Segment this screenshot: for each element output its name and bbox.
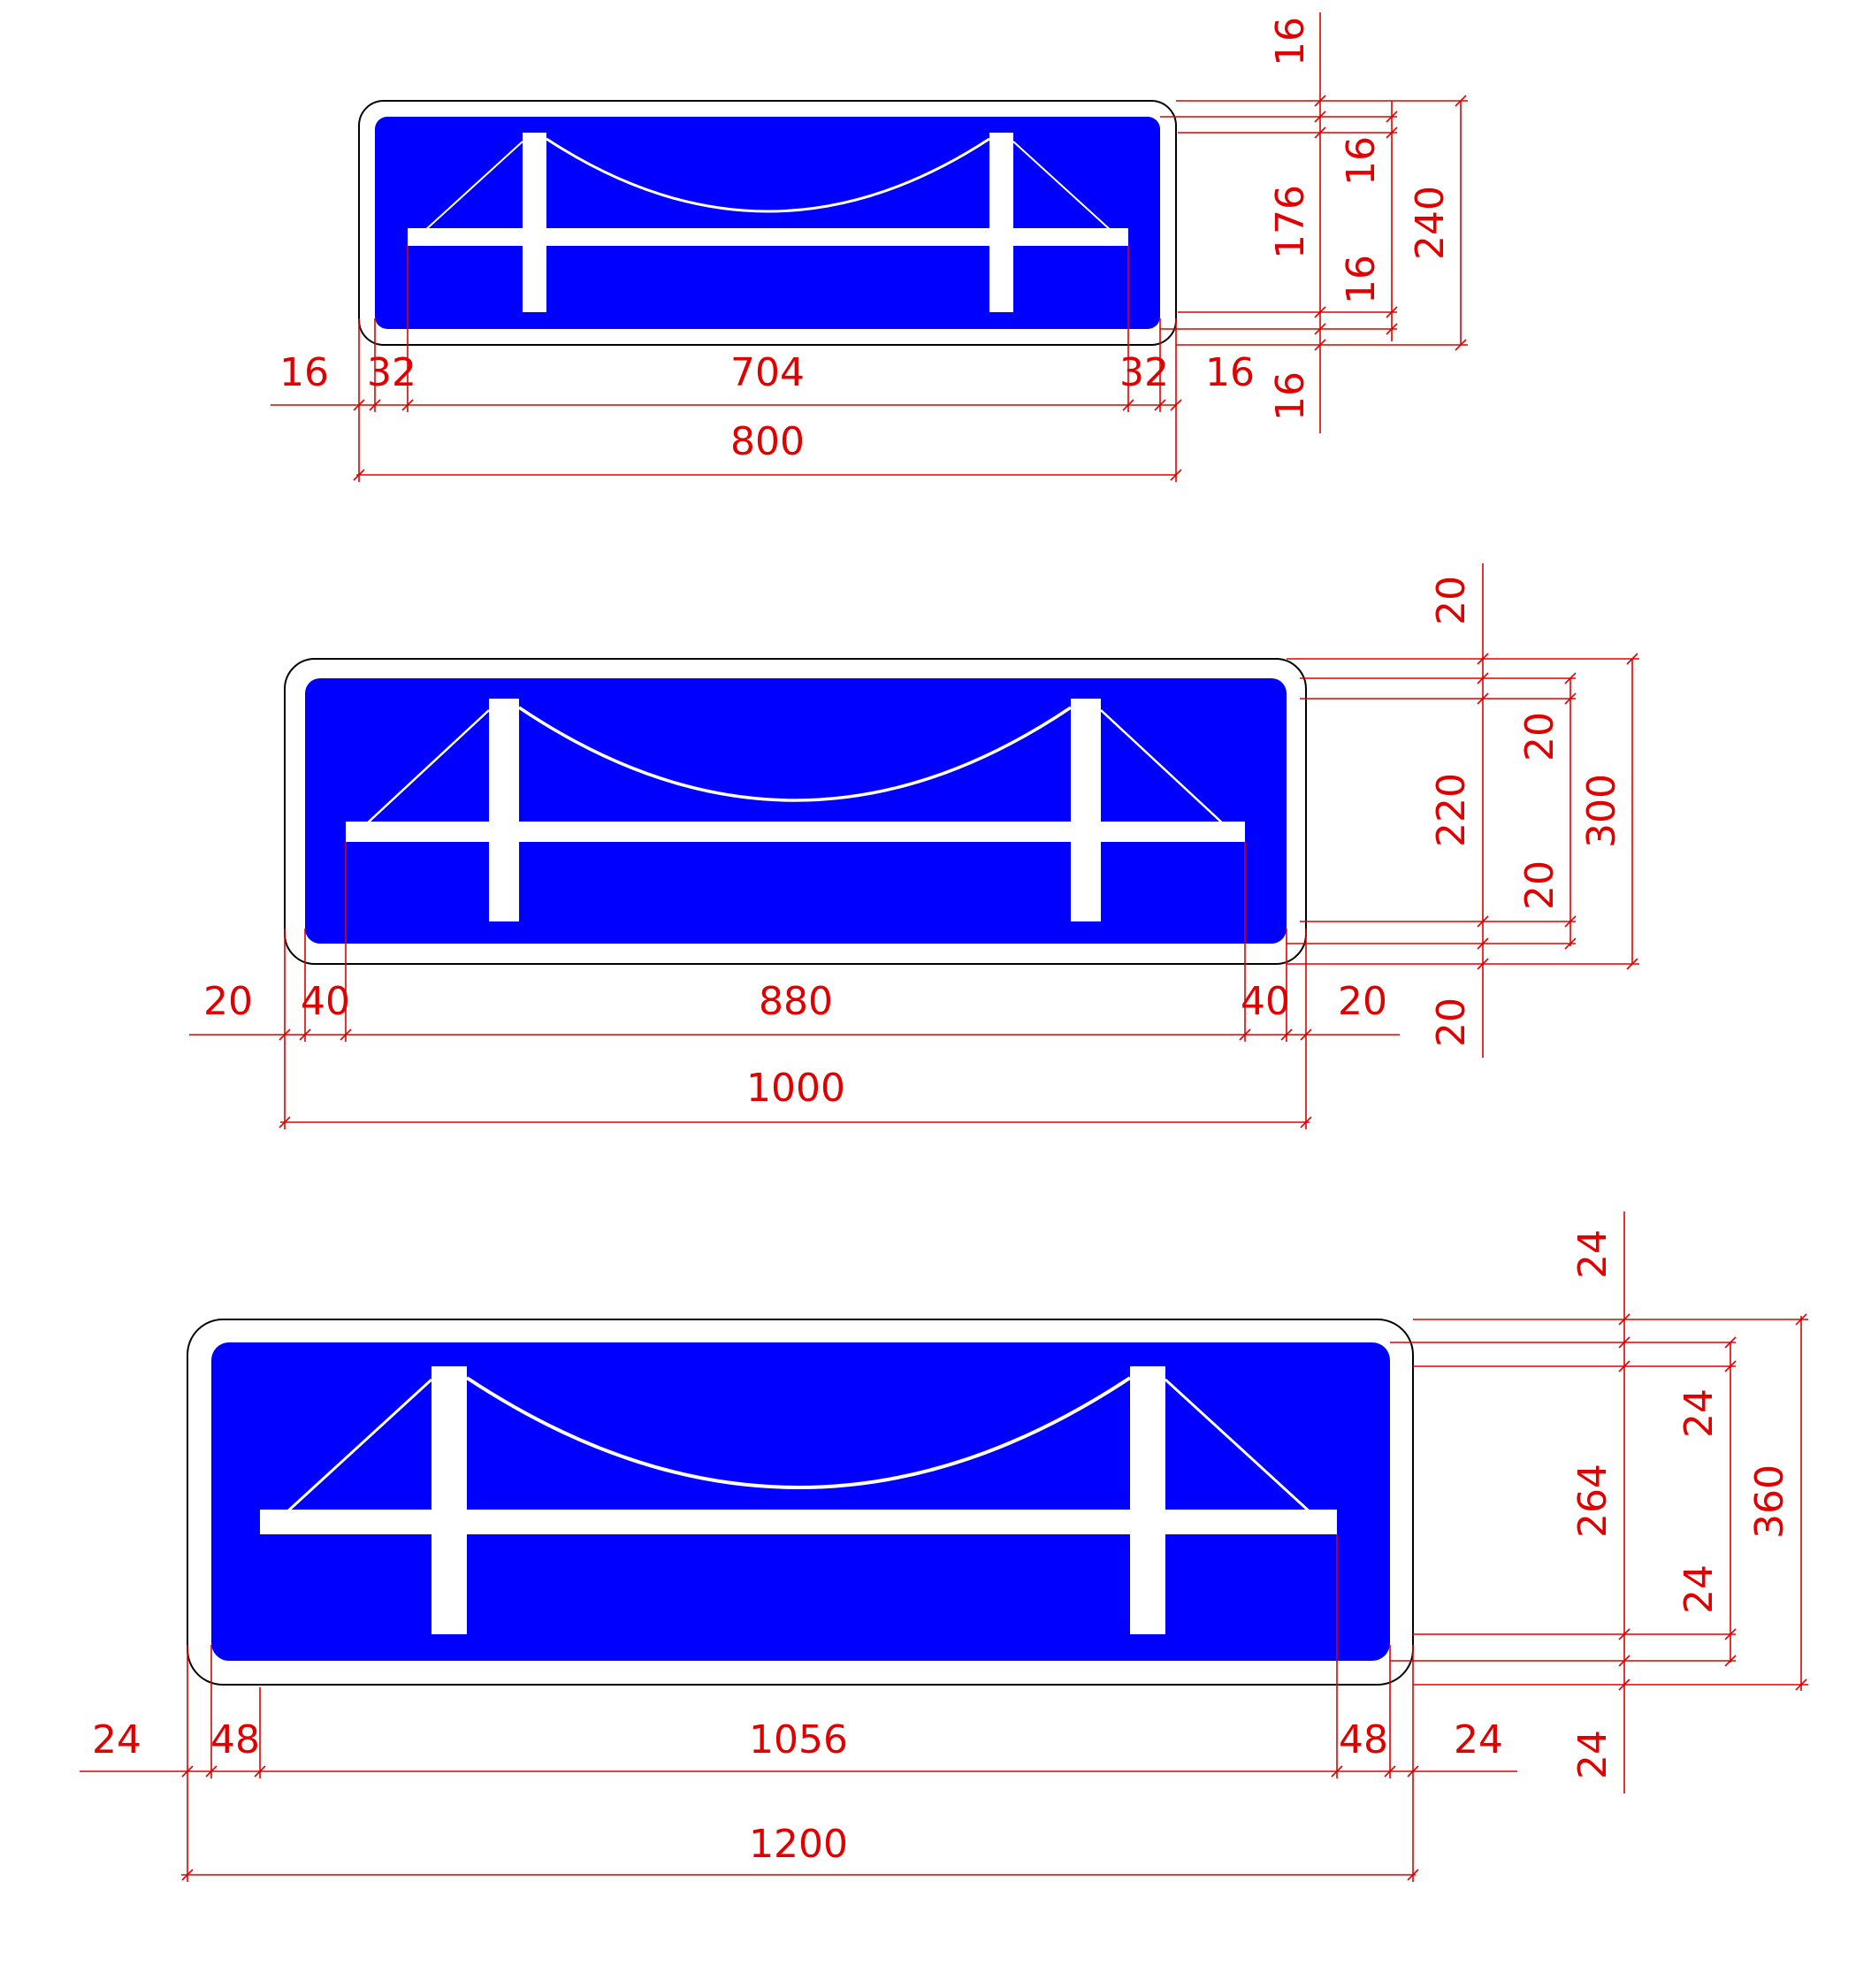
dim-margin-top: 16 [1339,136,1384,186]
sign-field [375,117,1160,329]
dim-inner-height: 176 [1268,185,1313,259]
dim-border-bottom: 16 [1268,371,1313,421]
vertical-dimension-lines [1160,12,1468,433]
dim-margin-bottom: 24 [1676,1564,1722,1614]
dim-border-right: 20 [1338,979,1387,1024]
dim-border-top: 16 [1268,17,1313,66]
dim-border-left: 20 [203,979,253,1024]
dim-border-left: 24 [92,1717,141,1762]
dim-border-bottom: 24 [1570,1730,1615,1779]
dim-inner-width: 704 [730,350,805,395]
dim-margin-left: 48 [210,1717,260,1762]
dim-border-top: 20 [1429,576,1474,625]
suspension-bridge-icon [408,133,1128,312]
sign-field [211,1342,1390,1661]
dim-border-right: 24 [1454,1717,1503,1762]
suspension-bridge-icon [346,699,1245,921]
sign-field [305,678,1287,944]
dim-border-left: 16 [279,350,329,395]
dim-border-top: 24 [1570,1229,1615,1279]
vertical-dimension-lines [1287,563,1639,1058]
vertical-dimension-lines [1390,1212,1808,1793]
dim-inner-width: 880 [759,979,833,1024]
dim-total-width: 800 [730,419,805,464]
dim-margin-left: 32 [367,350,416,395]
sign-1000: 20 40 880 40 20 1000 [189,563,1639,1129]
horizontal-dimension-lines [271,246,1182,482]
dim-margin-right: 40 [1241,979,1290,1024]
dim-margin-right: 48 [1339,1717,1388,1762]
dim-total-width: 1000 [746,1066,845,1111]
dim-inner-height: 220 [1429,773,1474,847]
dim-inner-height: 264 [1570,1464,1615,1538]
dim-border-bottom: 20 [1429,998,1474,1047]
dim-total-height: 300 [1579,774,1624,848]
dim-margin-bottom: 16 [1339,255,1384,304]
dim-border-right: 16 [1205,350,1255,395]
suspension-bridge-icon [260,1366,1337,1634]
sign-1200: 24 48 1056 48 24 1200 [80,1212,1808,1882]
dim-margin-right: 32 [1119,350,1169,395]
dim-total-width: 1200 [749,1822,848,1867]
sign-800: 16 32 704 32 16 800 [271,12,1468,482]
dim-inner-width: 1056 [749,1717,848,1762]
dim-margin-top: 24 [1676,1388,1722,1438]
horizontal-dimension-lines [189,842,1400,1129]
dim-total-height: 240 [1408,186,1453,260]
dim-total-height: 360 [1747,1464,1792,1539]
dim-margin-left: 40 [301,979,350,1024]
dim-margin-bottom: 20 [1517,860,1562,910]
dim-margin-top: 20 [1517,712,1562,761]
